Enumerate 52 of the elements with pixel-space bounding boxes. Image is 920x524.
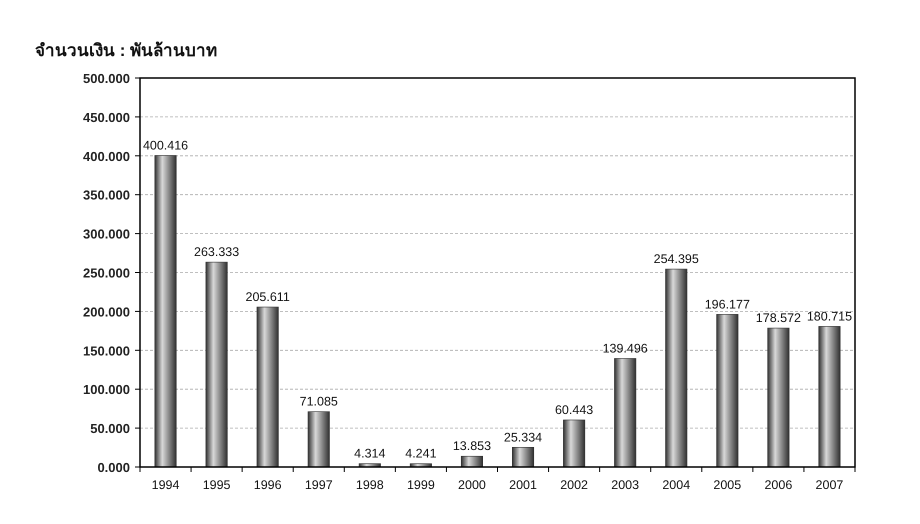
- bar: [206, 262, 228, 468]
- y-tick-label: 200.000: [83, 304, 130, 320]
- data-label: 180.715: [806, 309, 852, 324]
- x-tick-label: 1998: [356, 478, 384, 492]
- x-tick-label: 2000: [458, 478, 486, 492]
- x-tick-label: 2001: [509, 478, 537, 492]
- x-tick-label: 1994: [152, 478, 180, 492]
- bar: [512, 446, 534, 468]
- data-label: 263.333: [194, 245, 240, 260]
- data-label: 71.085: [300, 394, 338, 409]
- data-label: 139.496: [602, 341, 648, 356]
- x-tick-label: 2007: [816, 478, 844, 492]
- y-tick-label: 500.000: [83, 71, 130, 86]
- chart-title: จำนวนเงิน : พันล้านบาท: [35, 41, 218, 60]
- y-tick-label: 400.000: [83, 148, 130, 164]
- y-tick-label: 300.000: [83, 226, 130, 242]
- y-tick-label: 250.000: [83, 266, 130, 280]
- data-label: 178.572: [756, 311, 802, 326]
- y-tick-label: 450.000: [83, 110, 130, 125]
- y-tick-label: 0.000: [97, 460, 130, 475]
- data-label: 196.177: [704, 297, 750, 312]
- x-tick-label: 2002: [560, 478, 588, 492]
- data-label: 205.611: [246, 290, 290, 304]
- data-label: 60.443: [554, 402, 594, 417]
- bar: [818, 326, 840, 468]
- data-label: 13.853: [452, 439, 492, 454]
- data-label: 254.395: [654, 252, 699, 266]
- x-tick-label: 2003: [611, 478, 640, 492]
- data-label: 4.314: [354, 446, 386, 461]
- y-tick-label: 150.000: [83, 343, 130, 358]
- data-label: 400.416: [142, 138, 188, 152]
- bar: [716, 314, 738, 468]
- bar: [308, 411, 330, 468]
- x-tick-label: 1996: [254, 478, 282, 492]
- bar: [563, 420, 586, 468]
- bar: [154, 155, 177, 468]
- x-tick-label: 2006: [764, 478, 792, 492]
- bar: [665, 268, 688, 468]
- bar: [256, 306, 279, 468]
- x-tick-label: 1997: [304, 478, 333, 492]
- y-tick-label: 350.000: [83, 188, 130, 203]
- bar: [767, 328, 790, 468]
- data-label: 25.334: [504, 430, 542, 444]
- x-tick-label: 2005: [713, 478, 742, 492]
- bar: [460, 456, 483, 468]
- bar: [614, 358, 636, 468]
- y-tick-label: 50.000: [90, 421, 130, 436]
- data-label: 4.241: [405, 446, 437, 461]
- x-tick-label: 1999: [406, 478, 435, 492]
- x-tick-label: 2004: [662, 478, 690, 492]
- x-tick-label: 1995: [202, 478, 231, 492]
- y-tick-label: 100.000: [83, 382, 130, 398]
